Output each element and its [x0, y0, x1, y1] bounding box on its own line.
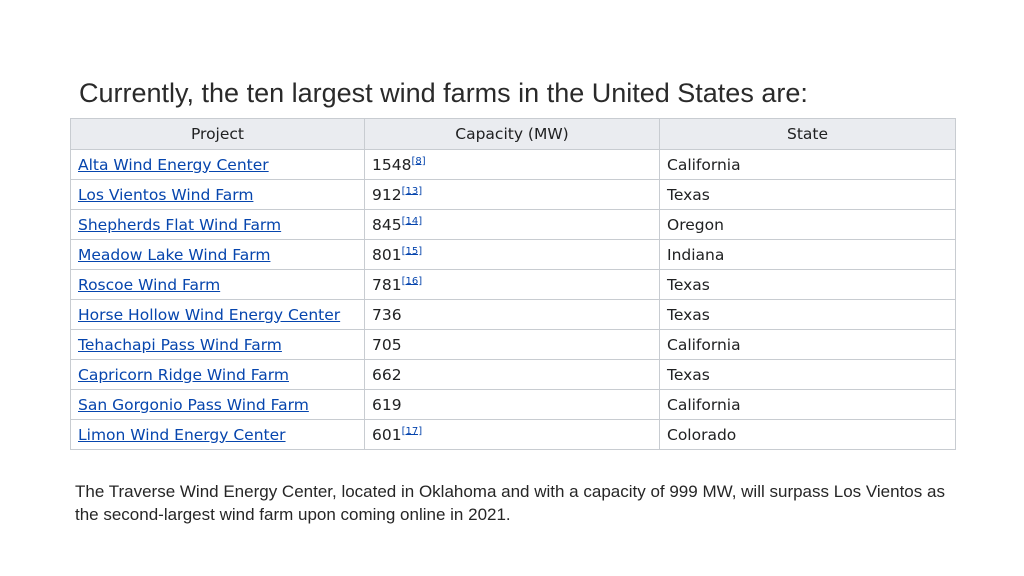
project-link[interactable]: Alta Wind Energy Center	[78, 155, 269, 174]
table-row: Shepherds Flat Wind Farm 845[14] Oregon	[70, 209, 956, 240]
capacity-value: 781	[372, 275, 402, 294]
citation-superscript: [17]	[402, 425, 423, 436]
citation-superscript: [13]	[402, 185, 423, 196]
state-cell: California	[659, 149, 956, 180]
capacity-value: 801	[372, 245, 402, 264]
project-cell: Horse Hollow Wind Energy Center	[70, 299, 365, 330]
table-row: Alta Wind Energy Center 1548[8] California	[70, 149, 956, 180]
capacity-cell: 736	[364, 299, 660, 330]
project-link[interactable]: Capricorn Ridge Wind Farm	[78, 365, 289, 384]
project-cell: Los Vientos Wind Farm	[70, 179, 365, 210]
state-cell: California	[659, 329, 956, 360]
project-link[interactable]: Tehachapi Pass Wind Farm	[78, 335, 282, 354]
state-cell: Oregon	[659, 209, 956, 240]
state-cell: Colorado	[659, 419, 956, 450]
state-cell: California	[659, 389, 956, 420]
capacity-value: 601	[372, 425, 402, 444]
project-cell: San Gorgonio Pass Wind Farm	[70, 389, 365, 420]
project-cell: Alta Wind Energy Center	[70, 149, 365, 180]
header-capacity: Capacity (MW)	[364, 118, 660, 150]
capacity-cell: 619	[364, 389, 660, 420]
capacity-value: 619	[372, 395, 402, 414]
project-cell: Tehachapi Pass Wind Farm	[70, 329, 365, 360]
project-link[interactable]: Horse Hollow Wind Energy Center	[78, 305, 341, 324]
project-cell: Roscoe Wind Farm	[70, 269, 365, 300]
state-cell: Indiana	[659, 239, 956, 270]
footnote-text: The Traverse Wind Energy Center, located…	[75, 482, 945, 524]
capacity-value: 705	[372, 335, 402, 354]
citation-link[interactable]: [8]	[411, 155, 426, 167]
project-cell: Limon Wind Energy Center	[70, 419, 365, 450]
citation-superscript: [16]	[402, 275, 423, 286]
capacity-cell: 601[17]	[364, 419, 660, 450]
capacity-cell: 705	[364, 329, 660, 360]
citation-link[interactable]: [14]	[401, 215, 423, 227]
project-link[interactable]: Roscoe Wind Farm	[78, 275, 221, 294]
table-row: Roscoe Wind Farm 781[16] Texas	[70, 269, 956, 300]
capacity-value: 662	[372, 365, 402, 384]
citation-link[interactable]: [13]	[401, 185, 423, 197]
wind-farms-table: Project Capacity (MW) State Alta Wind En…	[70, 118, 956, 450]
state-cell: Texas	[659, 359, 956, 390]
project-link[interactable]: Shepherds Flat Wind Farm	[78, 215, 282, 234]
table-row: San Gorgonio Pass Wind Farm 619 California	[70, 389, 956, 420]
capacity-value: 736	[372, 305, 402, 324]
wind-farms-table-container: Project Capacity (MW) State Alta Wind En…	[70, 118, 956, 450]
capacity-cell: 1548[8]	[364, 149, 660, 180]
project-link[interactable]: San Gorgonio Pass Wind Farm	[78, 395, 309, 414]
capacity-cell: 662	[364, 359, 660, 390]
citation-link[interactable]: [16]	[401, 275, 423, 287]
capacity-cell: 845[14]	[364, 209, 660, 240]
capacity-cell: 781[16]	[364, 269, 660, 300]
project-cell: Meadow Lake Wind Farm	[70, 239, 365, 270]
project-link[interactable]: Limon Wind Energy Center	[78, 425, 286, 444]
citation-link[interactable]: [17]	[401, 425, 423, 437]
citation-superscript: [15]	[402, 245, 423, 256]
citation-superscript: [14]	[402, 215, 423, 226]
project-link[interactable]: Los Vientos Wind Farm	[78, 185, 254, 204]
capacity-value: 845	[372, 215, 402, 234]
table-row: Los Vientos Wind Farm 912[13] Texas	[70, 179, 956, 210]
project-cell: Capricorn Ridge Wind Farm	[70, 359, 365, 390]
capacity-value: 912	[372, 185, 402, 204]
table-row: Meadow Lake Wind Farm 801[15] Indiana	[70, 239, 956, 270]
table-header-row: Project Capacity (MW) State	[70, 118, 956, 150]
project-cell: Shepherds Flat Wind Farm	[70, 209, 365, 240]
state-cell: Texas	[659, 269, 956, 300]
table-row: Tehachapi Pass Wind Farm 705 California	[70, 329, 956, 360]
table-row: Capricorn Ridge Wind Farm 662 Texas	[70, 359, 956, 390]
header-state: State	[659, 118, 956, 150]
citation-link[interactable]: [15]	[401, 245, 423, 257]
header-project: Project	[70, 118, 365, 150]
capacity-cell: 801[15]	[364, 239, 660, 270]
table-body: Alta Wind Energy Center 1548[8] California…	[70, 149, 956, 450]
citation-superscript: [8]	[411, 155, 425, 166]
capacity-cell: 912[13]	[364, 179, 660, 210]
capacity-value: 1548	[372, 155, 412, 174]
table-row: Horse Hollow Wind Energy Center 736 Texas	[70, 299, 956, 330]
state-cell: Texas	[659, 299, 956, 330]
state-cell: Texas	[659, 179, 956, 210]
table-row: Limon Wind Energy Center 601[17] Colorado	[70, 419, 956, 450]
project-link[interactable]: Meadow Lake Wind Farm	[78, 245, 271, 264]
slide-title: Currently, the ten largest wind farms in…	[79, 78, 808, 108]
